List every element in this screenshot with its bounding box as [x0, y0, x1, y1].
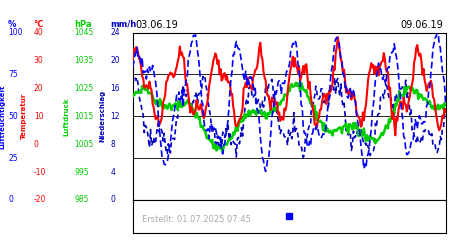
- Text: 20: 20: [110, 56, 120, 65]
- Text: %: %: [8, 20, 17, 29]
- Text: Temperatur: Temperatur: [21, 93, 27, 140]
- Text: -20: -20: [34, 196, 46, 204]
- Text: Niederschlag: Niederschlag: [99, 90, 106, 142]
- Text: 16: 16: [110, 84, 120, 93]
- Text: Erstellt: 01.07.2025 07:45: Erstellt: 01.07.2025 07:45: [142, 215, 251, 224]
- Text: hPa: hPa: [74, 20, 92, 29]
- Text: 1005: 1005: [74, 140, 94, 149]
- Text: Luftfeuchtigkeit: Luftfeuchtigkeit: [0, 84, 5, 148]
- Text: Luftdruck: Luftdruck: [63, 97, 70, 136]
- Text: 4: 4: [110, 168, 115, 176]
- Text: 10: 10: [34, 112, 43, 121]
- Text: 0: 0: [110, 196, 115, 204]
- Text: 1045: 1045: [74, 28, 94, 37]
- Text: 24: 24: [110, 28, 120, 37]
- Text: 30: 30: [34, 56, 44, 65]
- Text: 50: 50: [8, 112, 18, 121]
- Text: -10: -10: [34, 168, 46, 176]
- Text: 8: 8: [110, 140, 115, 149]
- Text: 1015: 1015: [74, 112, 94, 121]
- Text: 0: 0: [8, 196, 13, 204]
- Text: mm/h: mm/h: [110, 20, 136, 29]
- Text: 985: 985: [74, 196, 89, 204]
- Text: 20: 20: [34, 84, 43, 93]
- Text: 995: 995: [74, 168, 89, 176]
- Text: °C: °C: [34, 20, 44, 29]
- Text: 0: 0: [34, 140, 39, 149]
- Text: 75: 75: [8, 70, 18, 79]
- Text: 12: 12: [110, 112, 120, 121]
- Text: 1035: 1035: [74, 56, 94, 65]
- Text: 40: 40: [34, 28, 44, 37]
- Text: 1025: 1025: [74, 84, 94, 93]
- Text: 09.06.19: 09.06.19: [400, 20, 443, 30]
- Text: 03.06.19: 03.06.19: [135, 20, 178, 30]
- Text: 25: 25: [8, 154, 18, 163]
- Text: 100: 100: [8, 28, 22, 37]
